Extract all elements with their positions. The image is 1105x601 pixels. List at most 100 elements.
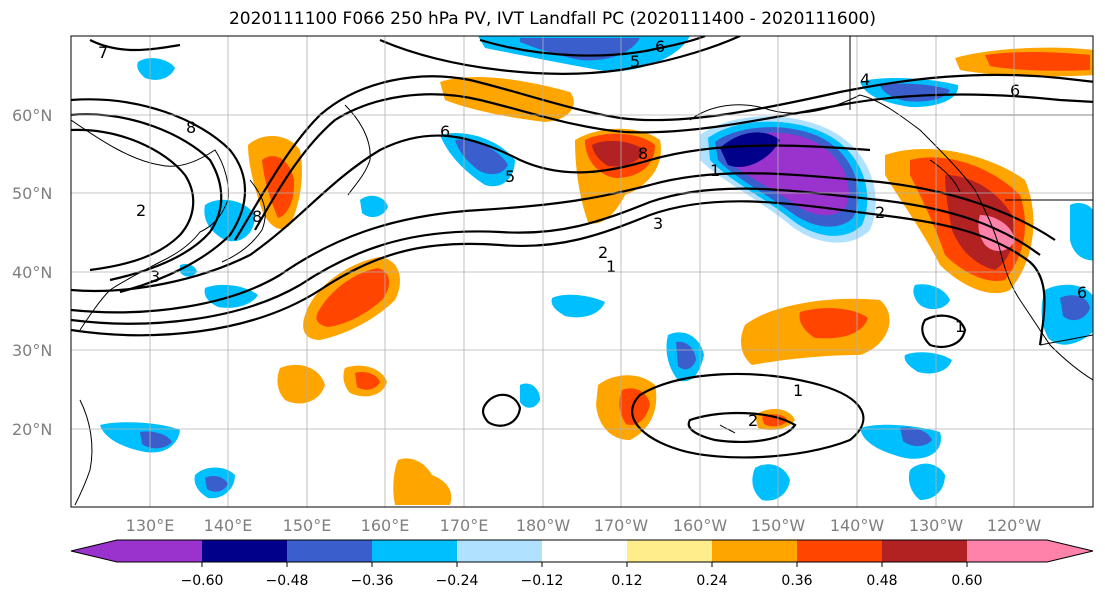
contour-label: 8 (252, 207, 262, 226)
pv-negative-region (904, 352, 952, 374)
lon-label: 160°E (361, 516, 410, 535)
colorbar-tick-label: −0.12 (521, 573, 564, 589)
lon-label: 150°W (751, 516, 806, 535)
contour-labels: 7 8 2 3 8 6 5 5 4 6 6 8 1 3 2 1 2 1 2 1 (98, 37, 1087, 430)
contour-label: 1 (710, 161, 720, 180)
pv-negative-region (520, 383, 540, 408)
contour-line (71, 200, 1046, 346)
colorbar-tick-label: 0.36 (781, 573, 812, 589)
contour-label: 7 (98, 43, 108, 62)
contour-label: 2 (598, 243, 608, 262)
map-title: 2020111100 F066 250 hPa PV, IVT Landfall… (228, 9, 876, 29)
ivt-contours (71, 36, 1093, 459)
colorbar-tick-label: 0.48 (866, 573, 897, 589)
contour-line (89, 39, 181, 52)
lon-label: 180°W (516, 516, 571, 535)
contour-label: 2 (875, 203, 885, 222)
lon-label: 170°W (594, 516, 649, 535)
longitude-labels: 130°E 140°E 150°E 160°E 170°E 180°W 170°… (126, 516, 1042, 535)
colorbar-segment (287, 540, 372, 562)
coastline-na-west (974, 189, 1093, 381)
contour-line (481, 393, 522, 427)
contour-line (71, 172, 1056, 314)
colorbar-tick-labels: −0.60 −0.48 −0.36 −0.24 −0.12 0.12 0.24 … (181, 573, 983, 589)
pv-positive-region (619, 388, 650, 426)
contour-line (631, 372, 865, 459)
contour-line (921, 314, 967, 348)
pv-positive-region (393, 458, 452, 505)
colorbar-segment (542, 540, 627, 562)
coastline-asia (71, 119, 229, 331)
pv-positive-region (355, 372, 380, 390)
pv-negative-region (1060, 295, 1090, 321)
coastline-alaska (689, 94, 976, 191)
pv-negative-region (205, 476, 228, 492)
contour-label: 6 (440, 122, 450, 141)
colorbar-segment (882, 540, 967, 562)
lon-label: 150°E (283, 516, 332, 535)
colorbar-tick-label: 0.60 (951, 573, 982, 589)
colorbar-segment (627, 540, 712, 562)
contour-label: 5 (630, 52, 640, 71)
lon-label: 130°W (909, 516, 964, 535)
coastline-bc-islands (929, 159, 961, 193)
colorbar-tick-label: −0.60 (181, 573, 224, 589)
pv-negative-region (900, 427, 932, 447)
colorbar-tick-label: −0.24 (436, 573, 479, 589)
contour-label: 2 (136, 201, 146, 220)
colorbar-tick-label: 0.24 (696, 573, 727, 589)
colorbar: −0.60 −0.48 −0.36 −0.24 −0.12 0.12 0.24 … (70, 539, 1094, 589)
lat-label: 40°N (12, 263, 52, 282)
pv-positive-region (440, 77, 574, 122)
pv-positive-region (592, 140, 645, 167)
contour-label: 3 (150, 267, 160, 286)
contour-line (687, 411, 797, 443)
pv-positive-region (277, 364, 325, 404)
coastline-taiwan-philippines (74, 399, 93, 506)
contour-label: 4 (860, 70, 870, 89)
lon-label: 160°W (673, 516, 728, 535)
colorbar-segment (797, 540, 882, 562)
contour-label: 8 (186, 118, 196, 137)
contour-line (71, 128, 195, 272)
pv-positive-region (762, 414, 788, 427)
colorbar-segment (117, 540, 202, 562)
contour-line (71, 113, 223, 282)
contour-label: 6 (1077, 283, 1087, 302)
pv-negative-region (140, 431, 172, 449)
colorbar-outline (70, 539, 1094, 563)
lon-label: 140°W (830, 516, 885, 535)
contour-label: 8 (638, 144, 648, 163)
contour-line (479, 36, 706, 57)
pv-negative-region (455, 139, 508, 175)
colorbar-tick-label: −0.36 (351, 573, 394, 589)
lon-label: 130°E (126, 516, 175, 535)
coastline-kamchatka (344, 104, 371, 196)
colorbar-ticks (201, 562, 968, 567)
pv-negative-region (360, 195, 388, 218)
contour-label: 1 (955, 317, 965, 336)
pv-positive-region (799, 308, 868, 339)
pv-positive-region (262, 156, 295, 218)
lon-label: 140°E (204, 516, 253, 535)
colorbar-segment (202, 540, 287, 562)
pv-positive-region (985, 51, 1090, 71)
border-us-mexico (1039, 334, 1093, 346)
contour-label: 6 (1010, 81, 1020, 100)
contour-line (254, 93, 1093, 231)
contour-label: 2 (748, 411, 758, 430)
pv-negative-region (137, 58, 175, 80)
pv-negative-region (752, 464, 790, 501)
contour-line (71, 98, 247, 294)
contour-line (71, 187, 1041, 325)
lat-label: 60°N (12, 106, 52, 125)
contour-line (234, 73, 1093, 241)
pv-negative-region (913, 284, 950, 310)
colorbar-segment (712, 540, 797, 562)
map-frame (70, 35, 1094, 508)
pv-negative-region (1070, 203, 1093, 261)
contour-label: 5 (505, 167, 515, 186)
pv-positive-region (316, 268, 390, 327)
contour-line (71, 134, 871, 293)
